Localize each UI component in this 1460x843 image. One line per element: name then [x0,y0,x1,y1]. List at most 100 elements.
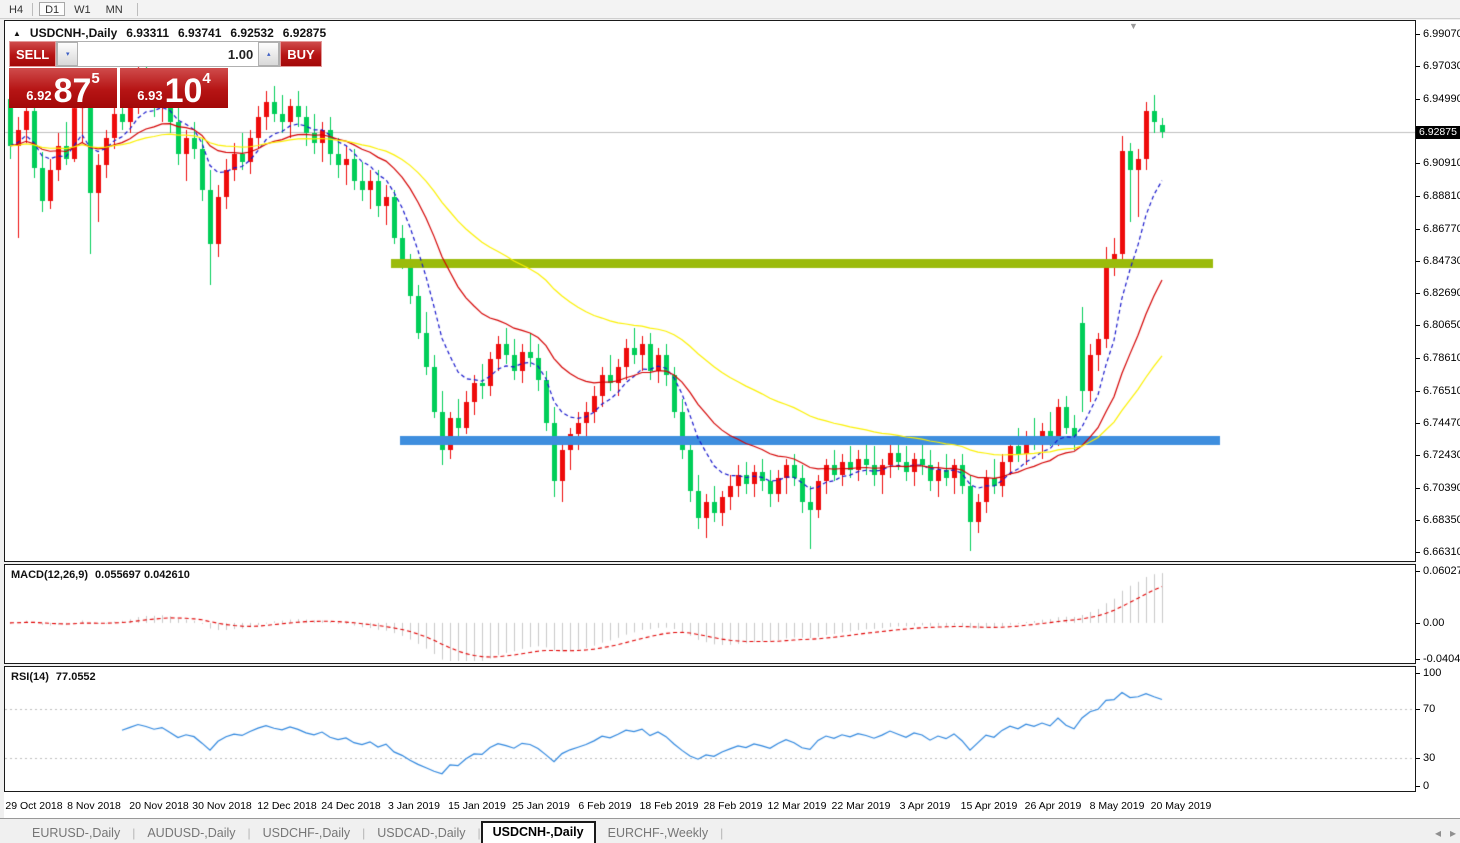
tab-separator: | [477,826,481,840]
axis-tick [1416,571,1420,572]
volume-stepper: ▾ ▴ [56,41,281,67]
tab-scroll-controls: ◂ ▸ [1435,826,1456,840]
price-axis-label: 6.90910 [1423,157,1460,169]
buy-price-box[interactable]: 6.93 10 4 [120,68,228,108]
date-axis-label: 20 Nov 2018 [129,800,189,812]
tab-scroll-right-icon[interactable]: ▸ [1449,826,1456,840]
chevron-up-icon: ▴ [266,50,271,58]
chart-tab-usdcad[interactable]: USDCAD-,Daily [377,826,466,840]
rsi-label: RSI(14) 77.0552 [11,671,96,683]
date-axis-label: 3 Jan 2019 [388,800,440,812]
sell-price-pip: 5 [91,70,100,87]
toolbar-separator [136,2,138,16]
macd-axis-label: 0.060274 [1423,565,1460,577]
price-axis-label: 6.66310 [1423,546,1460,558]
axis-tick [1416,488,1420,489]
tab-separator: | [362,826,366,840]
price-axis-label: 6.70390 [1423,482,1460,494]
rsi-canvas[interactable] [5,667,1415,791]
price-axis-label: 6.78610 [1423,352,1460,364]
date-axis-label: 12 Dec 2018 [257,800,317,812]
timeframe-button-h4[interactable]: H4 [3,2,29,16]
date-axis-label: 15 Jan 2019 [448,800,506,812]
date-axis-label: 12 Mar 2019 [767,800,827,812]
sell-button[interactable]: SELL [9,41,57,67]
current-price-tag: 6.92875 [1416,126,1460,139]
price-axis-label: 6.88810 [1423,190,1460,202]
rsi-axis-label: 70 [1423,703,1436,715]
chevron-down-icon: ▾ [65,50,70,58]
axis-tick [1416,552,1420,553]
rsi-axis-label: 0 [1423,780,1430,792]
buy-button[interactable]: BUY [280,41,322,67]
sell-price-box[interactable]: 6.92 87 5 [9,68,117,108]
timeframe-button-mn[interactable]: MN [100,2,129,16]
chart-shift-marker-icon[interactable]: ▼ [1129,21,1138,31]
price-axis-label: 6.72430 [1423,449,1460,461]
chart-tab-audusd[interactable]: AUDUSD-,Daily [147,826,236,840]
axis-tick [1416,520,1420,521]
rsi-value: 77.0552 [55,671,96,683]
date-axis-label: 30 Nov 2018 [192,800,252,812]
one-click-trading-panel: SELL ▾ ▴ BUY 6.92 87 5 6.93 10 4 [9,41,322,108]
chart-tab-eurchf[interactable]: EURCHF-,Weekly [607,826,709,840]
price-axis-label: 6.68350 [1423,514,1460,526]
buy-price-big: 10 [164,71,203,110]
date-axis-label: 25 Jan 2019 [512,800,570,812]
axis-tick [1416,455,1420,456]
ohlc-close: 6.92875 [282,26,327,40]
date-axis-label: 8 May 2019 [1089,800,1145,812]
axis-tick [1416,623,1420,624]
price-chart-panel: ▼ ▲ USDCNH-,Daily 6.93311 6.93741 6.9253… [4,20,1416,562]
timeframe-toolbar: H4 D1 W1 MN [0,0,1460,19]
date-axis-label: 22 Mar 2019 [831,800,891,812]
sell-price-big: 87 [53,71,92,110]
date-axis-label: 15 Apr 2019 [960,800,1018,812]
axis-tick [1416,758,1420,759]
volume-input[interactable] [78,42,259,66]
volume-decrease-button[interactable]: ▾ [57,42,79,66]
axis-tick [1416,659,1420,660]
chart-tab-usdcnh[interactable]: USDCNH-,Daily [480,821,596,843]
price-axis-label: 6.82690 [1423,287,1460,299]
rsi-axis-label: 30 [1423,752,1436,764]
axis-tick [1416,163,1420,164]
timeframe-button-w1[interactable]: W1 [68,2,97,16]
date-axis-label: 29 Oct 2018 [5,800,63,812]
macd-panel: MACD(12,26,9) 0.055697 0.042610 [4,564,1416,664]
date-axis-label: 3 Apr 2019 [899,800,951,812]
macd-label: MACD(12,26,9) 0.055697 0.042610 [11,569,190,581]
buy-price-pip: 4 [202,70,211,87]
date-axis-label: 20 May 2019 [1150,800,1212,812]
collapse-panel-icon[interactable]: ▲ [13,28,21,38]
date-axis-label: 24 Dec 2018 [321,800,381,812]
chart-tab-eurusd[interactable]: EURUSD-,Daily [32,826,121,840]
rsi-panel: RSI(14) 77.0552 [4,666,1416,792]
tab-scroll-left-icon[interactable]: ◂ [1434,826,1441,840]
timeframe-button-d1[interactable]: D1 [39,2,66,16]
tab-separator: | [720,826,724,840]
axis-tick [1416,34,1420,35]
price-axis: 6.99070 6.97030 6.94990 6.90910 6.88810 6.867… [1416,20,1460,818]
price-axis-label: 6.84730 [1423,255,1460,267]
rsi-name: RSI(14) [11,671,49,683]
chart-tab-usdchf[interactable]: USDCHF-,Daily [262,826,351,840]
axis-tick [1416,293,1420,294]
price-axis-label: 6.76510 [1423,385,1460,397]
axis-tick [1416,391,1420,392]
date-axis-label: 18 Feb 2019 [639,800,699,812]
volume-increase-button[interactable]: ▴ [258,42,280,66]
price-chart-canvas[interactable] [5,21,1415,561]
price-axis-label: 6.86770 [1423,223,1460,235]
axis-tick [1416,99,1420,100]
price-axis-label: 6.74470 [1423,417,1460,429]
chart-title: ▲ USDCNH-,Daily 6.93311 6.93741 6.92532 … [13,26,326,40]
axis-tick [1416,709,1420,710]
price-axis-label: 6.80650 [1423,319,1460,331]
macd-canvas[interactable] [5,565,1415,663]
axis-tick [1416,196,1420,197]
buy-price-small: 6.93 [137,88,163,103]
toolbar-separator [32,2,34,16]
date-axis-label: 6 Feb 2019 [578,800,632,812]
